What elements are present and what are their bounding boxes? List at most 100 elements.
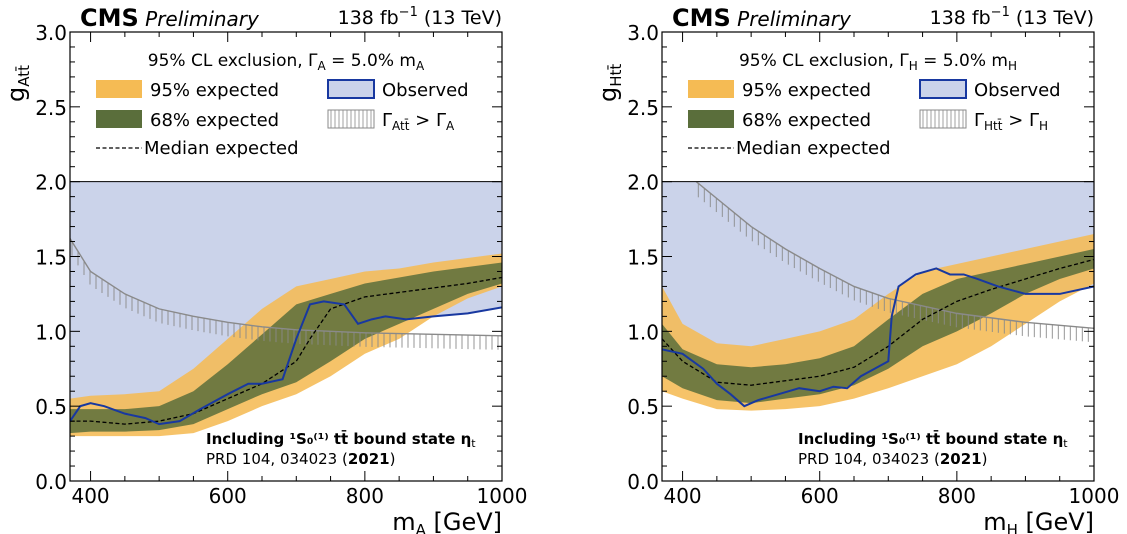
legend-width-pre: Γ xyxy=(382,110,392,131)
y-tick-label: 0.0 xyxy=(627,470,659,494)
note-line-2: PRD 104, 034023 (2021) xyxy=(206,450,395,468)
note-close: ) xyxy=(390,450,396,468)
legend-title-mid: = 5.0% m xyxy=(918,51,1008,71)
legend-swatch-observed xyxy=(327,79,375,99)
y-tick-label: 3.0 xyxy=(35,21,67,45)
legend-width-sub2: H xyxy=(1039,119,1048,133)
x-tick-label: 400 xyxy=(71,484,109,508)
lumi-value: 138 fb xyxy=(930,7,991,29)
legend-label-median: Median expected xyxy=(736,138,891,159)
y-tick-label: 0.0 xyxy=(35,470,67,494)
legend-label-observed: Observed xyxy=(974,80,1061,101)
y-tick-label: 3.0 xyxy=(627,21,659,45)
y-axis-label-sub: Att̄ xyxy=(14,65,33,87)
note-line-2: PRD 104, 034023 (2021) xyxy=(798,450,987,468)
y-tick-label: 2.0 xyxy=(627,171,659,195)
band-68-expected xyxy=(662,249,1094,404)
width-limit-curve xyxy=(70,238,502,337)
legend-label-68: 68% expected xyxy=(742,110,871,131)
legend-width-sub1: Att̄ xyxy=(392,119,410,133)
y-tick-label: 2.0 xyxy=(35,171,67,195)
legend-label-median: Median expected xyxy=(144,138,299,159)
legend-background xyxy=(70,32,502,182)
y-axis-label-sub: Htt̄ xyxy=(606,64,625,87)
y-tick-label: 2.5 xyxy=(35,96,67,120)
legend-title: 95% CL exclusion, ΓA = 5.0% mA xyxy=(148,51,425,73)
legend-title-sub1: H xyxy=(909,59,918,73)
energy-label: (13 TeV) xyxy=(1010,7,1094,29)
legend-swatch-95 xyxy=(96,80,142,98)
plot-area xyxy=(70,181,502,437)
x-axis-label: mA [GeV] xyxy=(392,508,502,534)
y-tick-label: 0.5 xyxy=(35,395,67,419)
band-68-expected xyxy=(70,262,502,434)
legend-width-mid: > Γ xyxy=(1002,110,1039,131)
experiment-name: CMS xyxy=(672,4,731,32)
x-axis-label-sub: A xyxy=(416,521,427,534)
note-text: Including ¹S₀⁽¹⁾ tt̄ bound state η xyxy=(798,428,1063,448)
y-axis-label: gHtt̄ xyxy=(594,64,625,102)
chart-a: 0.0 0.5 1.0 1.5 2.0 2.5 3.0 400 600 800 1000 CMS Pr… xyxy=(2,4,527,534)
x-tick-label: 1000 xyxy=(477,484,528,508)
note-text: Including ¹S₀⁽¹⁾ tt̄ bound state η xyxy=(206,428,471,448)
ticks xyxy=(70,31,503,482)
median-expected-line xyxy=(70,276,502,425)
legend-swatch-95 xyxy=(688,80,734,98)
experiment-label: CMS Preliminary xyxy=(80,4,260,32)
experiment-name: CMS xyxy=(80,4,139,32)
legend-title-pre: 95% CL exclusion, Γ xyxy=(148,51,318,71)
note-line-1: Including ¹S₀⁽¹⁾ tt̄ bound state ηt xyxy=(206,428,476,450)
legend-label-95: 95% expected xyxy=(150,80,279,101)
legend-swatch-width xyxy=(327,109,375,129)
legend-label-68: 68% expected xyxy=(150,110,279,131)
note-ref: PRD 104, 034023 ( xyxy=(798,450,940,468)
note-year: 2021 xyxy=(348,450,390,468)
legend-title-sub1: A xyxy=(318,59,327,73)
x-axis-label: mH [GeV] xyxy=(983,508,1094,534)
note-line-1: Including ¹S₀⁽¹⁾ tt̄ bound state ηt xyxy=(798,428,1068,450)
x-axis-label-unit: [GeV] xyxy=(426,508,502,534)
lumi-exponent: −1 xyxy=(399,5,418,20)
observed-line xyxy=(662,267,1094,408)
x-axis-label-sub: H xyxy=(1007,521,1018,534)
chart-h: 0.0 0.5 1.0 1.5 2.0 2.5 3.0 400 600 800 1000 CMS Pr… xyxy=(594,4,1119,534)
legend-swatch-68 xyxy=(688,110,734,128)
legend-title-sub2: A xyxy=(416,59,425,73)
x-tick-label: 1000 xyxy=(1069,484,1120,508)
x-tick-label: 800 xyxy=(346,484,384,508)
width-limit-curve xyxy=(695,181,1094,330)
median-expected-line xyxy=(662,258,1094,386)
legend-label-observed: Observed xyxy=(382,80,469,101)
x-tick-label: 600 xyxy=(801,484,839,508)
legend-label-width: ΓAtt̄ > ΓA xyxy=(382,110,455,133)
width-hatch xyxy=(697,183,1089,342)
legend-label-95: 95% expected xyxy=(742,80,871,101)
width-hatch xyxy=(71,241,499,350)
y-tick-label: 1.0 xyxy=(35,320,67,344)
note-close: ) xyxy=(982,450,988,468)
x-axis-label-unit: [GeV] xyxy=(1018,508,1094,534)
y-tick-label: 2.5 xyxy=(627,96,659,120)
x-axis-label-main: m xyxy=(392,508,415,534)
lumi-value: 138 fb xyxy=(338,7,399,29)
x-tick-label: 600 xyxy=(209,484,247,508)
legend-width-mid: > Γ xyxy=(409,110,446,131)
observed-line xyxy=(70,300,502,426)
note-sub: t xyxy=(471,437,476,450)
y-tick-label: 0.5 xyxy=(627,395,659,419)
ticks xyxy=(662,31,1095,482)
x-tick-label: 800 xyxy=(938,484,976,508)
legend-title-pre: 95% CL exclusion, Γ xyxy=(739,51,909,71)
plot-area xyxy=(662,181,1094,411)
legend-width-pre: Γ xyxy=(974,110,984,131)
legend-title-mid: = 5.0% m xyxy=(326,51,416,71)
y-tick-label: 1.5 xyxy=(35,246,67,270)
y-axis-label-main: g xyxy=(2,87,30,102)
legend-title: 95% CL exclusion, ΓH = 5.0% mH xyxy=(739,51,1017,73)
note-year: 2021 xyxy=(940,450,982,468)
legend-width-sub1: Htt̄ xyxy=(984,119,1003,133)
legend-swatch-observed xyxy=(919,79,967,99)
y-tick-label: 1.5 xyxy=(627,246,659,270)
status-label: Preliminary xyxy=(731,7,852,31)
